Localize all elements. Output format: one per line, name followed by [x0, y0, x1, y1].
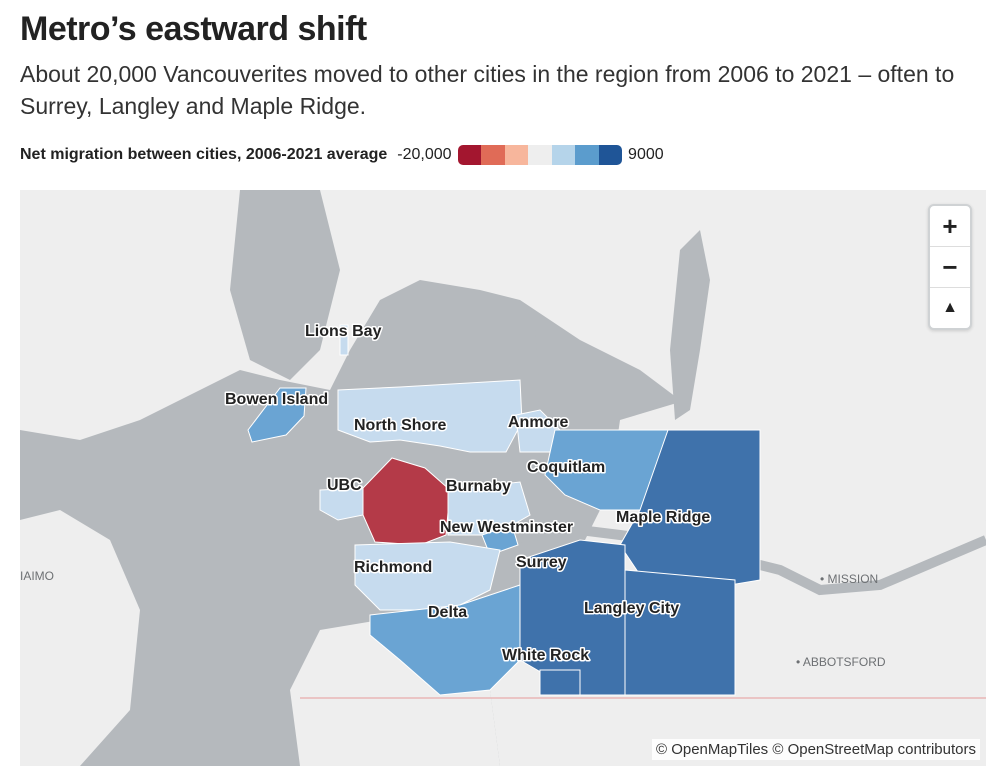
city-label-new-westminster: New Westminster [440, 519, 573, 536]
legend-swatch [551, 145, 576, 165]
compass-icon: ▲ [942, 299, 958, 316]
legend-label: Net migration between cities, 2006-2021 … [20, 146, 388, 163]
city-label-lions-bay: Lions Bay [305, 323, 382, 340]
region-langley [624, 569, 736, 696]
place-label-mission: • MISSION [820, 572, 878, 586]
place-label-nanaimo: IAIMO [20, 569, 54, 583]
region-delta [369, 584, 521, 696]
city-label-white-rock: White Rock [502, 647, 589, 664]
region-north-shore [337, 379, 523, 453]
legend-color-scale [457, 145, 623, 165]
zoom-in-button[interactable]: + [930, 206, 970, 247]
basemap: Lions Bay Bowen Island North Shore Anmor… [20, 190, 986, 766]
legend-min-value: -20,000 [397, 146, 452, 163]
legend-max-value: 9000 [628, 146, 664, 163]
city-label-coquitlam: Coquitlam [527, 459, 605, 476]
compass-reset-button[interactable]: ▲ [930, 288, 970, 328]
region-lions-bay [339, 324, 349, 356]
city-label-maple-ridge: Maple Ridge [616, 509, 710, 526]
pitt-lake [670, 230, 710, 420]
map-subtitle: About 20,000 Vancouverites moved to othe… [20, 61, 955, 119]
map-title: Metro’s eastward shift [20, 10, 367, 48]
legend-swatch [528, 145, 552, 165]
city-label-north-shore: North Shore [354, 417, 447, 434]
zoom-out-button[interactable]: − [930, 247, 970, 288]
place-label-abbotsford: • ABBOTSFORD [796, 655, 886, 669]
city-label-ubc: UBC [327, 477, 362, 494]
color-legend: Net migration between cities, 2006-2021 … [20, 144, 664, 166]
region-bowen-island [247, 387, 307, 443]
city-label-richmond: Richmond [354, 559, 432, 576]
region-vancouver [362, 457, 451, 546]
city-label-anmore: Anmore [508, 414, 569, 431]
zoom-control: + − ▲ [928, 204, 972, 330]
legend-swatch [481, 145, 505, 165]
land-mass-west-peninsula [20, 510, 140, 766]
map-canvas[interactable]: Lions Bay Bowen Island North Shore Anmor… [20, 190, 986, 766]
legend-swatch [457, 145, 482, 165]
city-label-delta: Delta [428, 604, 467, 621]
city-label-langley-city: Langley City [584, 600, 679, 617]
legend-swatch [504, 145, 529, 165]
city-label-surrey: Surrey [516, 554, 567, 571]
map-attribution[interactable]: © OpenMapTiles © OpenStreetMap contribut… [651, 739, 980, 760]
legend-swatch [575, 145, 599, 165]
region-richmond [354, 541, 501, 611]
city-label-bowen-island: Bowen Island [225, 391, 328, 408]
legend-swatch [598, 145, 623, 165]
region-white-rock [539, 669, 581, 696]
region-ubc [319, 487, 364, 521]
howe-sound [230, 190, 340, 380]
land-mass-south [290, 620, 500, 766]
city-label-burnaby: Burnaby [446, 478, 511, 495]
